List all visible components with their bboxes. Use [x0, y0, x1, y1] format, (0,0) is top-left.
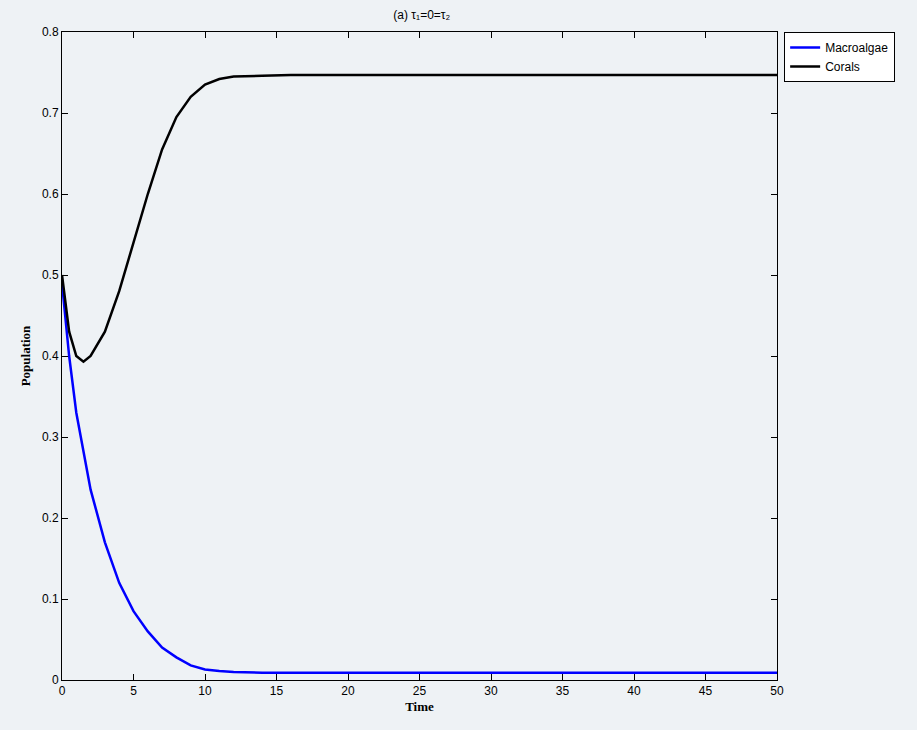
svg-text:15: 15	[270, 684, 284, 698]
svg-text:10: 10	[198, 684, 212, 698]
svg-text:0.2: 0.2	[42, 511, 59, 525]
svg-text:0.4: 0.4	[42, 349, 59, 363]
svg-text:50: 50	[770, 684, 784, 698]
svg-text:45: 45	[699, 684, 713, 698]
svg-text:0.1: 0.1	[42, 592, 59, 606]
svg-text:20: 20	[341, 684, 355, 698]
svg-text:Macroalgae: Macroalgae	[825, 41, 888, 55]
svg-text:35: 35	[556, 684, 570, 698]
svg-text:Population: Population	[18, 325, 33, 386]
svg-text:Corals: Corals	[825, 60, 860, 74]
svg-text:(a) τ₁=0=τ₂: (a) τ₁=0=τ₂	[393, 8, 450, 22]
svg-text:0: 0	[59, 684, 66, 698]
svg-text:0.7: 0.7	[42, 106, 59, 120]
svg-text:0.6: 0.6	[42, 187, 59, 201]
svg-text:5: 5	[130, 684, 137, 698]
svg-text:Time: Time	[405, 699, 434, 714]
svg-text:0.3: 0.3	[42, 430, 59, 444]
svg-text:0.5: 0.5	[42, 268, 59, 282]
svg-text:30: 30	[484, 684, 498, 698]
svg-text:0: 0	[52, 673, 59, 687]
svg-text:0.8: 0.8	[42, 25, 59, 39]
svg-text:25: 25	[413, 684, 427, 698]
svg-text:40: 40	[627, 684, 641, 698]
